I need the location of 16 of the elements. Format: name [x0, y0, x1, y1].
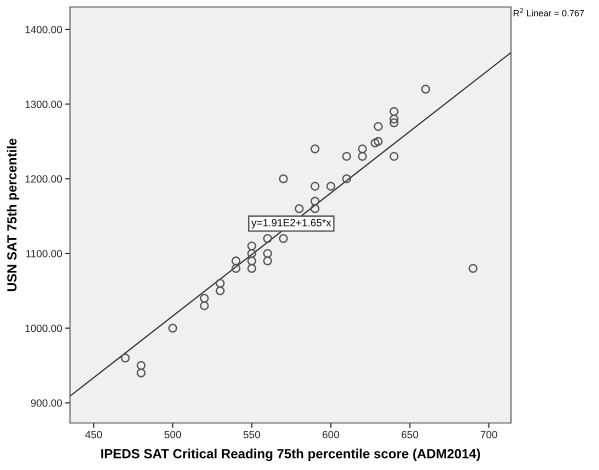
x-tick-label: 650	[402, 430, 418, 438]
y-tick-label: 1100.00	[26, 250, 62, 258]
x-tick-label: 700	[480, 430, 498, 438]
y-tick-label: 1200.00	[26, 175, 62, 183]
annotation: y=1.91E2+1.65*x	[251, 219, 332, 228]
x-tick-label: 550	[244, 430, 260, 438]
y-tick-label: 1300.00	[26, 100, 62, 108]
x-axis-title: IPEDS SAT Critical Reading 75th percentile score (ADM2014)	[101, 448, 480, 462]
x-tick-label: 500	[164, 430, 182, 438]
text: R$^{2}$ Linear = 0.767	[514, 8, 584, 16]
y-axis-title: USN SAT 75th percentile	[6, 138, 20, 292]
y-tick-label: 1400.00	[26, 26, 62, 34]
y-tick-label: 900.00	[30, 399, 62, 407]
x-tick-label: 600	[322, 430, 340, 438]
y-tick-label: 1000.00	[26, 324, 62, 332]
x-tick-label: 450	[85, 430, 102, 438]
